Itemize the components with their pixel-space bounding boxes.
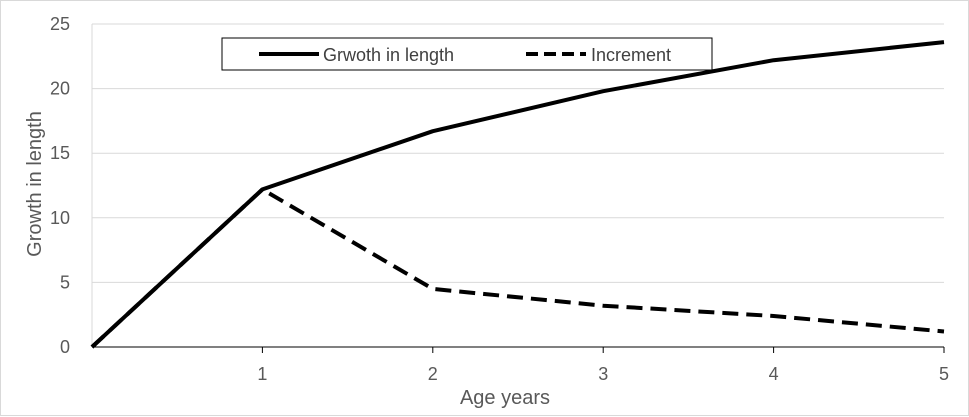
series-line-growth — [90, 40, 945, 349]
series-line-increment — [90, 187, 945, 349]
y-tick-label: 5 — [60, 272, 70, 292]
axes — [91, 24, 945, 353]
x-tick-label: 4 — [769, 364, 779, 384]
y-tick-label: 15 — [50, 143, 70, 163]
x-tick-label: 3 — [598, 364, 608, 384]
x-tick-label: 1 — [257, 364, 267, 384]
legend: Grwoth in length Increment — [221, 37, 713, 71]
tick-labels: 0 5 10 15 20 25 1 2 3 4 5 — [50, 14, 949, 384]
x-axis-title: Age years — [460, 387, 550, 409]
y-axis-title: Growth in length — [24, 111, 46, 257]
y-tick-label: 0 — [60, 337, 70, 357]
y-tick-label: 10 — [50, 208, 70, 228]
x-tick-label: 2 — [428, 364, 438, 384]
y-tick-label: 25 — [50, 14, 70, 34]
legend-label-increment: Increment — [591, 45, 671, 65]
x-tick-label: 5 — [939, 364, 949, 384]
series-lines — [90, 40, 945, 349]
y-tick-label: 20 — [50, 79, 70, 99]
legend-label-growth: Grwoth in length — [323, 45, 454, 65]
